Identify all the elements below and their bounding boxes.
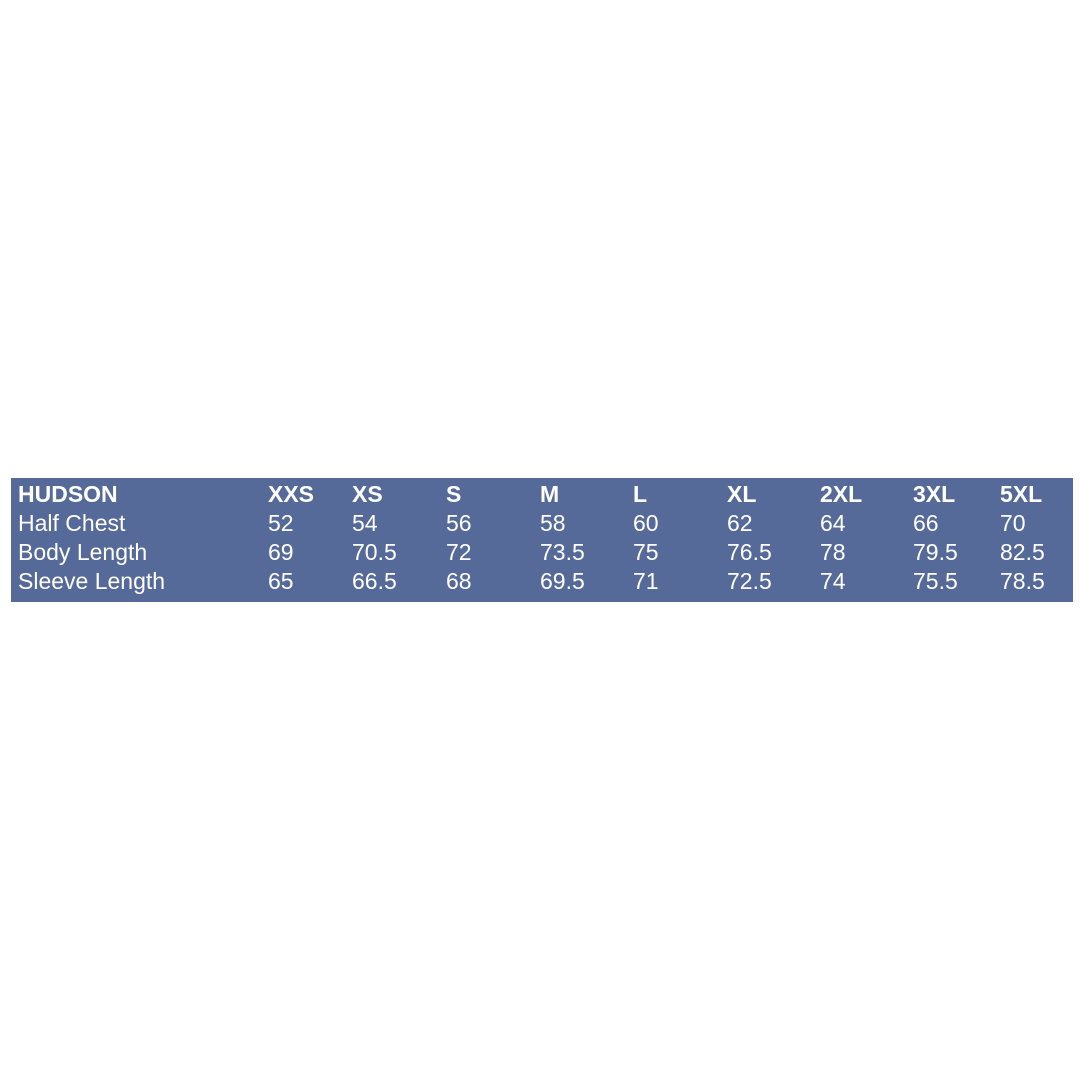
table-cell: 52 xyxy=(268,510,294,536)
table-cell: 82.5 xyxy=(1000,539,1045,565)
table-cell: 66.5 xyxy=(352,568,397,594)
col-header-xs: XS xyxy=(352,481,383,507)
table-cell: 70.5 xyxy=(352,539,397,565)
table-cell: 72.5 xyxy=(727,568,772,594)
table-cell: 68 xyxy=(446,568,472,594)
table-cell: 75.5 xyxy=(913,568,958,594)
table-cell: 79.5 xyxy=(913,539,958,565)
table-cell: 73.5 xyxy=(540,539,585,565)
table-cell: 64 xyxy=(820,510,846,536)
col-header-m: M xyxy=(540,481,560,507)
col-header-3xl: 3XL xyxy=(913,481,956,507)
col-header-5xl: 5XL xyxy=(1000,481,1043,507)
table-cell: 65 xyxy=(268,568,294,594)
table-cell: 54 xyxy=(352,510,378,536)
col-header-xxs: XXS xyxy=(268,481,315,507)
table-cell: 56 xyxy=(446,510,472,536)
table-cell: 72 xyxy=(446,539,472,565)
table-cell: 78.5 xyxy=(1000,568,1045,594)
table-cell: 74 xyxy=(820,568,846,594)
brand-header: HUDSON xyxy=(18,481,118,507)
table-cell: 69 xyxy=(268,539,294,565)
table-cell: 70 xyxy=(1000,510,1026,536)
col-header-xl: XL xyxy=(727,481,757,507)
table-cell: 69.5 xyxy=(540,568,585,594)
col-header-l: L xyxy=(633,481,648,507)
table-cell: 62 xyxy=(727,510,753,536)
size-chart-table: HUDSON XXS XS S M L XL 2XL 3XL 5XL Half … xyxy=(11,478,1073,602)
table-cell: 78 xyxy=(820,539,846,565)
table-cell: 75 xyxy=(633,539,659,565)
table-cell: 76.5 xyxy=(727,539,772,565)
table-cell: 71 xyxy=(633,568,659,594)
row-label-body-length: Body Length xyxy=(18,539,148,565)
table-cell: 66 xyxy=(913,510,939,536)
row-label-sleeve-length: Sleeve Length xyxy=(18,568,166,594)
row-label-half-chest: Half Chest xyxy=(18,510,126,536)
col-header-s: S xyxy=(446,481,462,507)
table-cell: 60 xyxy=(633,510,659,536)
table-cell: 58 xyxy=(540,510,566,536)
col-header-2xl: 2XL xyxy=(820,481,863,507)
